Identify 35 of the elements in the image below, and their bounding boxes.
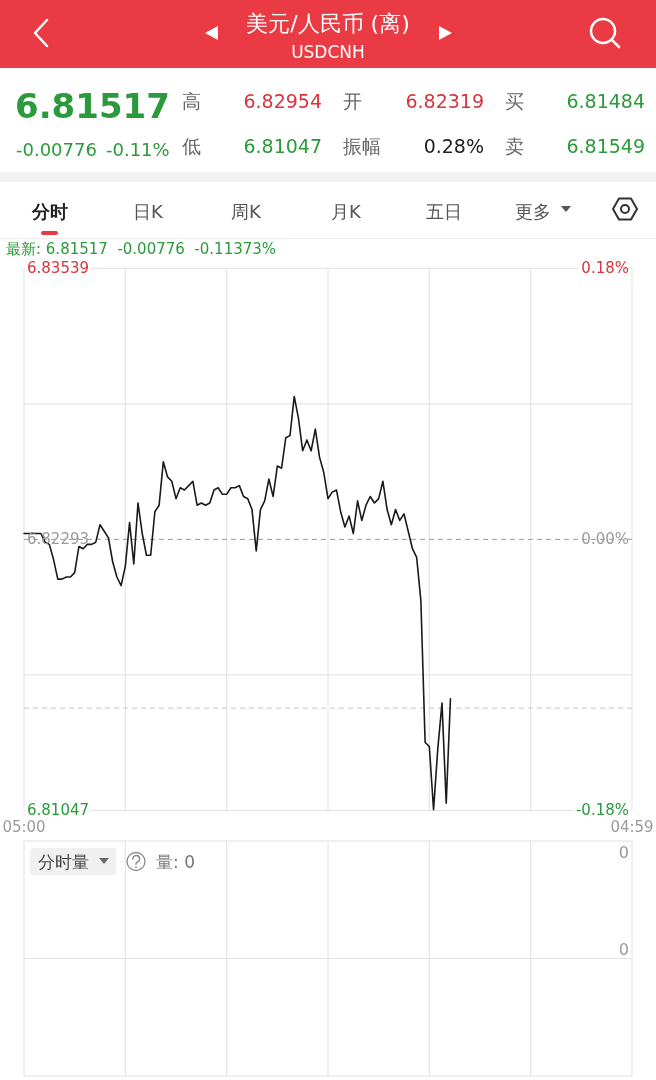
text: 6.82319	[405, 90, 484, 112]
text: 6.81517	[15, 86, 170, 126]
text: 五日	[426, 201, 462, 222]
chart-title: 美元/人民币 (离)	[246, 11, 410, 36]
text: 卖	[505, 135, 524, 157]
text: 高	[182, 90, 201, 112]
y-tick-label: 6.83539	[27, 259, 90, 278]
text: 开	[343, 90, 362, 112]
text: 日K	[133, 201, 165, 222]
text: 0	[618, 939, 629, 959]
text: 振幅	[343, 135, 381, 157]
text: 量: 0	[156, 852, 195, 872]
x-tick-label: 04:59	[610, 818, 654, 837]
y2-tick-label: 0.18%	[581, 259, 629, 278]
text: 分时量	[38, 852, 89, 872]
y2-tick-label: -0.18%	[575, 801, 629, 820]
text: 0	[618, 843, 629, 862]
text: -0.11%	[106, 139, 170, 160]
y-tick-label: 6.81047	[27, 801, 90, 820]
text: 分时	[31, 201, 68, 222]
text: 6.81047	[243, 135, 322, 157]
text: 6.82954	[243, 90, 322, 112]
chart-subtitle: USDCNH	[291, 42, 365, 62]
text: 0.28%	[423, 135, 484, 157]
text: 6.81549	[566, 135, 645, 157]
text: 低	[182, 135, 201, 157]
text: 更多	[515, 201, 551, 222]
text: 月K	[331, 201, 363, 222]
text: 最新: 6.81517 -0.00776 -0.11373%	[6, 240, 277, 258]
x-tick-label: 05:00	[2, 818, 46, 837]
text: 买	[505, 90, 524, 112]
text: 周K	[231, 201, 263, 222]
y2-tick-label: 0.00%	[581, 530, 629, 549]
text: -0.00776	[16, 139, 97, 160]
text: 6.81484	[566, 90, 645, 112]
